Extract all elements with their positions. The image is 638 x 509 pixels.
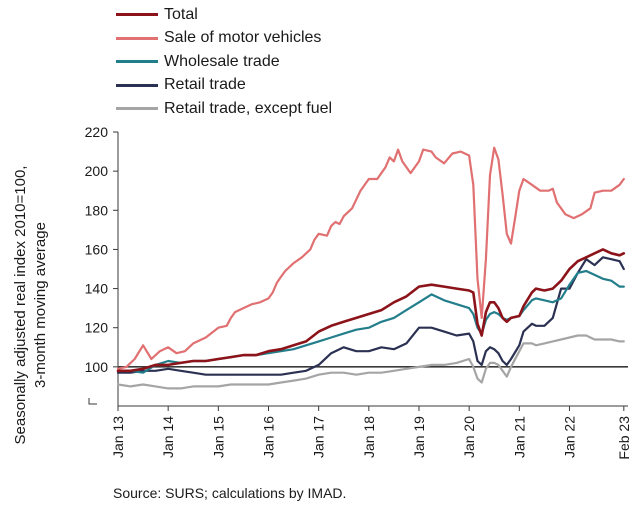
legend-label: Retail trade, except fuel — [164, 99, 333, 117]
y-tick-label: 160 — [85, 241, 109, 257]
series-layer — [116, 146, 626, 390]
series-line-retail-trade-except-fuel — [116, 334, 625, 390]
legend-item: Retail trade, except fuel — [116, 97, 332, 121]
legend-label: Wholesale trade — [164, 52, 280, 70]
legend-item: Retail trade — [116, 74, 332, 98]
y-tick-label: 200 — [85, 163, 109, 179]
x-tick-labels: Jan 13 Jan 14 Jan 15 Jan 16 Jan 17 Jan 18 Jan … — [110, 416, 632, 460]
legend-item: Sale of motor vehicles — [116, 27, 332, 51]
x-tick-label: Jan 22 — [561, 416, 577, 458]
legend-swatch — [116, 13, 158, 17]
series-line-total — [116, 248, 626, 373]
x-tick-label: Jan 14 — [160, 416, 176, 458]
legend-swatch — [116, 107, 158, 111]
y-tick-label: 180 — [85, 202, 109, 218]
x-tick-label: Feb 23 — [616, 416, 632, 460]
legend-swatch — [116, 36, 158, 40]
y-tick-label: 220 — [85, 124, 109, 140]
y-axis-label-line-2: 3-month moving average — [32, 222, 49, 388]
x-tick-label: Jan 16 — [260, 416, 276, 458]
legend: Total Sale of motor vehicles Wholesale tra… — [116, 3, 332, 121]
legend-label: Total — [164, 5, 198, 23]
legend-item: Wholesale trade — [116, 50, 332, 74]
y-tick-label: 120 — [85, 320, 109, 336]
x-tick-label: Jan 20 — [461, 416, 477, 458]
x-tick-label: Jan 15 — [210, 416, 226, 458]
series-line-retail-trade — [116, 256, 625, 376]
legend-item: Total — [116, 3, 332, 27]
x-tick-label: Jan 18 — [361, 416, 377, 458]
legend-swatch — [116, 83, 158, 87]
x-tick-label: Jan 21 — [511, 416, 527, 458]
axis-break-mark — [88, 398, 97, 405]
y-tick-label: 100 — [85, 359, 109, 375]
legend-swatch — [116, 60, 158, 64]
y-tick-labels: 100 120 140 160 180 200 220 — [85, 124, 109, 375]
y-axis-label-line-1: Seasonally adjusted real index 2010=100, — [12, 165, 29, 445]
y-axis-label: Seasonally adjusted real index 2010=100,… — [4, 152, 58, 458]
axes-layer — [88, 131, 628, 411]
legend-label: Sale of motor vehicles — [164, 29, 322, 47]
series-line-sale-of-motor-vehicles — [116, 146, 625, 370]
y-tick-label: 140 — [85, 281, 109, 297]
source-note: Source: SURS; calculations by IMAD. — [113, 485, 347, 501]
x-tick-label: Jan 19 — [411, 416, 427, 458]
x-tick-label: Jan 13 — [110, 416, 126, 458]
x-tick-label: Jan 17 — [311, 416, 327, 458]
legend-label: Retail trade — [164, 76, 246, 94]
